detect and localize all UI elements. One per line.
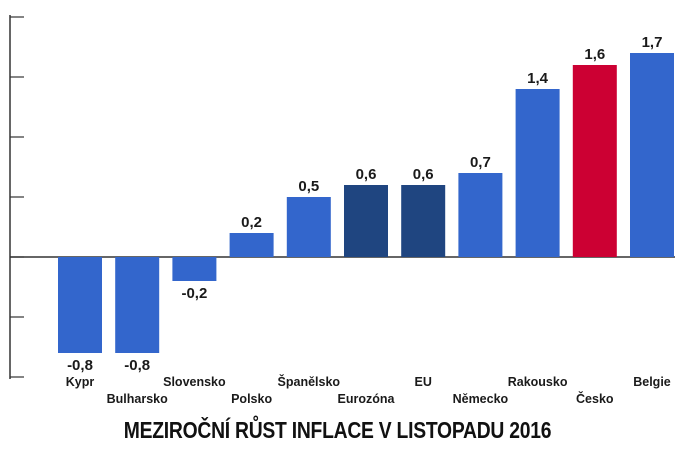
value-label: 1,4 [527, 70, 549, 87]
bar [515, 89, 560, 257]
category-label: Polsko [231, 392, 272, 406]
category-label: Rakousko [508, 375, 568, 389]
category-label: Eurozóna [338, 392, 396, 406]
value-label: -0,8 [67, 357, 93, 374]
category-label: EU [415, 375, 432, 389]
bar [344, 185, 388, 257]
bar [229, 233, 274, 257]
chart-title: MEZIROČNÍ RŮST INFLACE V LISTOPADU 2016 [123, 417, 552, 443]
value-label: 1,7 [642, 34, 663, 51]
bar [286, 197, 331, 257]
category-label: Slovensko [163, 375, 226, 389]
bar [458, 173, 503, 257]
value-label: -0,8 [124, 357, 150, 374]
value-label: 0,2 [241, 214, 262, 231]
value-label: 0,7 [470, 154, 491, 171]
value-label: 0,6 [356, 166, 377, 183]
value-label: 0,6 [413, 166, 434, 183]
value-label: 0,5 [298, 178, 319, 195]
value-label: -0,2 [181, 285, 207, 302]
value-label: 1,6 [584, 46, 605, 63]
bar [401, 185, 446, 257]
bar [630, 53, 674, 257]
category-label: Španělsko [278, 374, 341, 389]
bar [58, 257, 102, 353]
bar [572, 65, 617, 257]
bar [172, 257, 217, 281]
bar [115, 257, 160, 353]
category-label: Kypr [66, 375, 95, 389]
category-label: Belgie [633, 375, 671, 389]
category-label: Bulharsko [107, 392, 168, 406]
category-label: Německo [453, 392, 509, 406]
category-label: Česko [576, 391, 614, 406]
